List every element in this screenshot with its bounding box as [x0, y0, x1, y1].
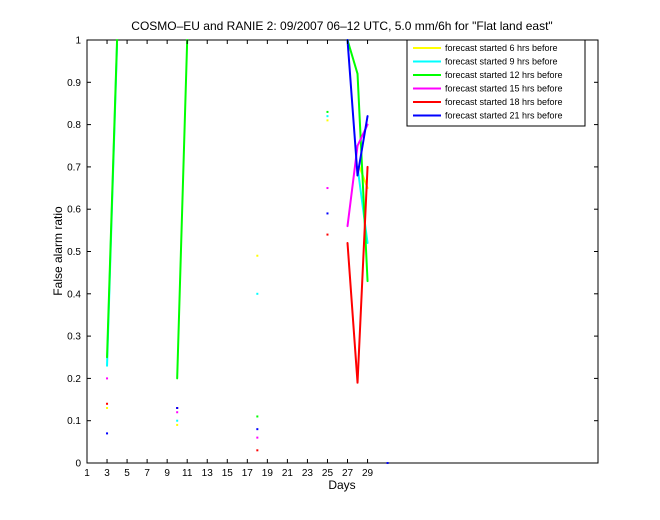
legend-label: forecast started 9 hrs before [445, 57, 558, 67]
y-tick-label: 0 [75, 459, 81, 470]
legend-label: forecast started 15 hrs before [445, 84, 563, 94]
series-layer [106, 39, 389, 464]
y-tick-label: 0.9 [67, 78, 81, 89]
series-line-segment [346, 39, 359, 75]
x-tick-label: 11 [182, 468, 193, 479]
x-tick-label: 25 [322, 468, 334, 479]
x-tick-label: 5 [124, 468, 130, 479]
x-tick-label: 21 [282, 468, 294, 479]
series-group [106, 39, 389, 464]
y-tick-label: 0.1 [67, 416, 81, 427]
legend-box [406, 39, 586, 127]
series-line-segment [176, 39, 189, 380]
x-tick-label: 1 [84, 468, 90, 479]
series-line-segment [356, 165, 369, 384]
legend-label: forecast started 18 hrs before [445, 97, 563, 107]
x-tick-label: 23 [302, 468, 314, 479]
x-tick-label: 27 [342, 468, 354, 479]
x-tick-label: 13 [202, 468, 214, 479]
legend-label: forecast started 6 hrs before [445, 43, 558, 53]
legend-label: forecast started 21 hrs before [445, 111, 563, 121]
legend: forecast started 6 hrs before forecast st… [406, 39, 586, 127]
series-line-segment [346, 39, 359, 177]
y-tick-label: 0.5 [67, 247, 81, 258]
series-line-segment [106, 39, 119, 359]
y-axis-title: False alarm ratio [51, 206, 65, 296]
chart-title: COSMO–EU and RANIE 2: 09/2007 06–12 UTC,… [131, 19, 552, 33]
x-tick-label: 3 [104, 468, 110, 479]
series-line-segment [346, 242, 359, 384]
series-line-segment [356, 72, 369, 283]
y-tick-label: 0.7 [67, 162, 81, 173]
axis-layer: 1 3 5 7 9 11 13 15 17 19 21 23 25 27 2900.10.20.30.40.… [67, 36, 598, 479]
y-tick-label: 0.4 [67, 289, 81, 300]
x-tick-label: 9 [164, 468, 170, 479]
series-group [106, 39, 369, 418]
x-tick-label: 17 [242, 468, 254, 479]
x-tick-label: 7 [144, 468, 150, 479]
x-tick-label: 19 [262, 468, 274, 479]
y-tick-label: 0.8 [67, 120, 81, 131]
y-tick-label: 0.3 [67, 332, 81, 343]
legend-label: forecast started 12 hrs before [445, 70, 563, 80]
y-tick-label: 0.6 [67, 205, 81, 216]
x-tick-label: 29 [362, 468, 374, 479]
x-axis-title: Days [328, 478, 355, 492]
y-tick-label: 1 [75, 36, 81, 47]
y-tick-label: 0.2 [67, 374, 81, 385]
series-line-segment [356, 115, 369, 177]
x-tick-label: 15 [222, 468, 234, 479]
